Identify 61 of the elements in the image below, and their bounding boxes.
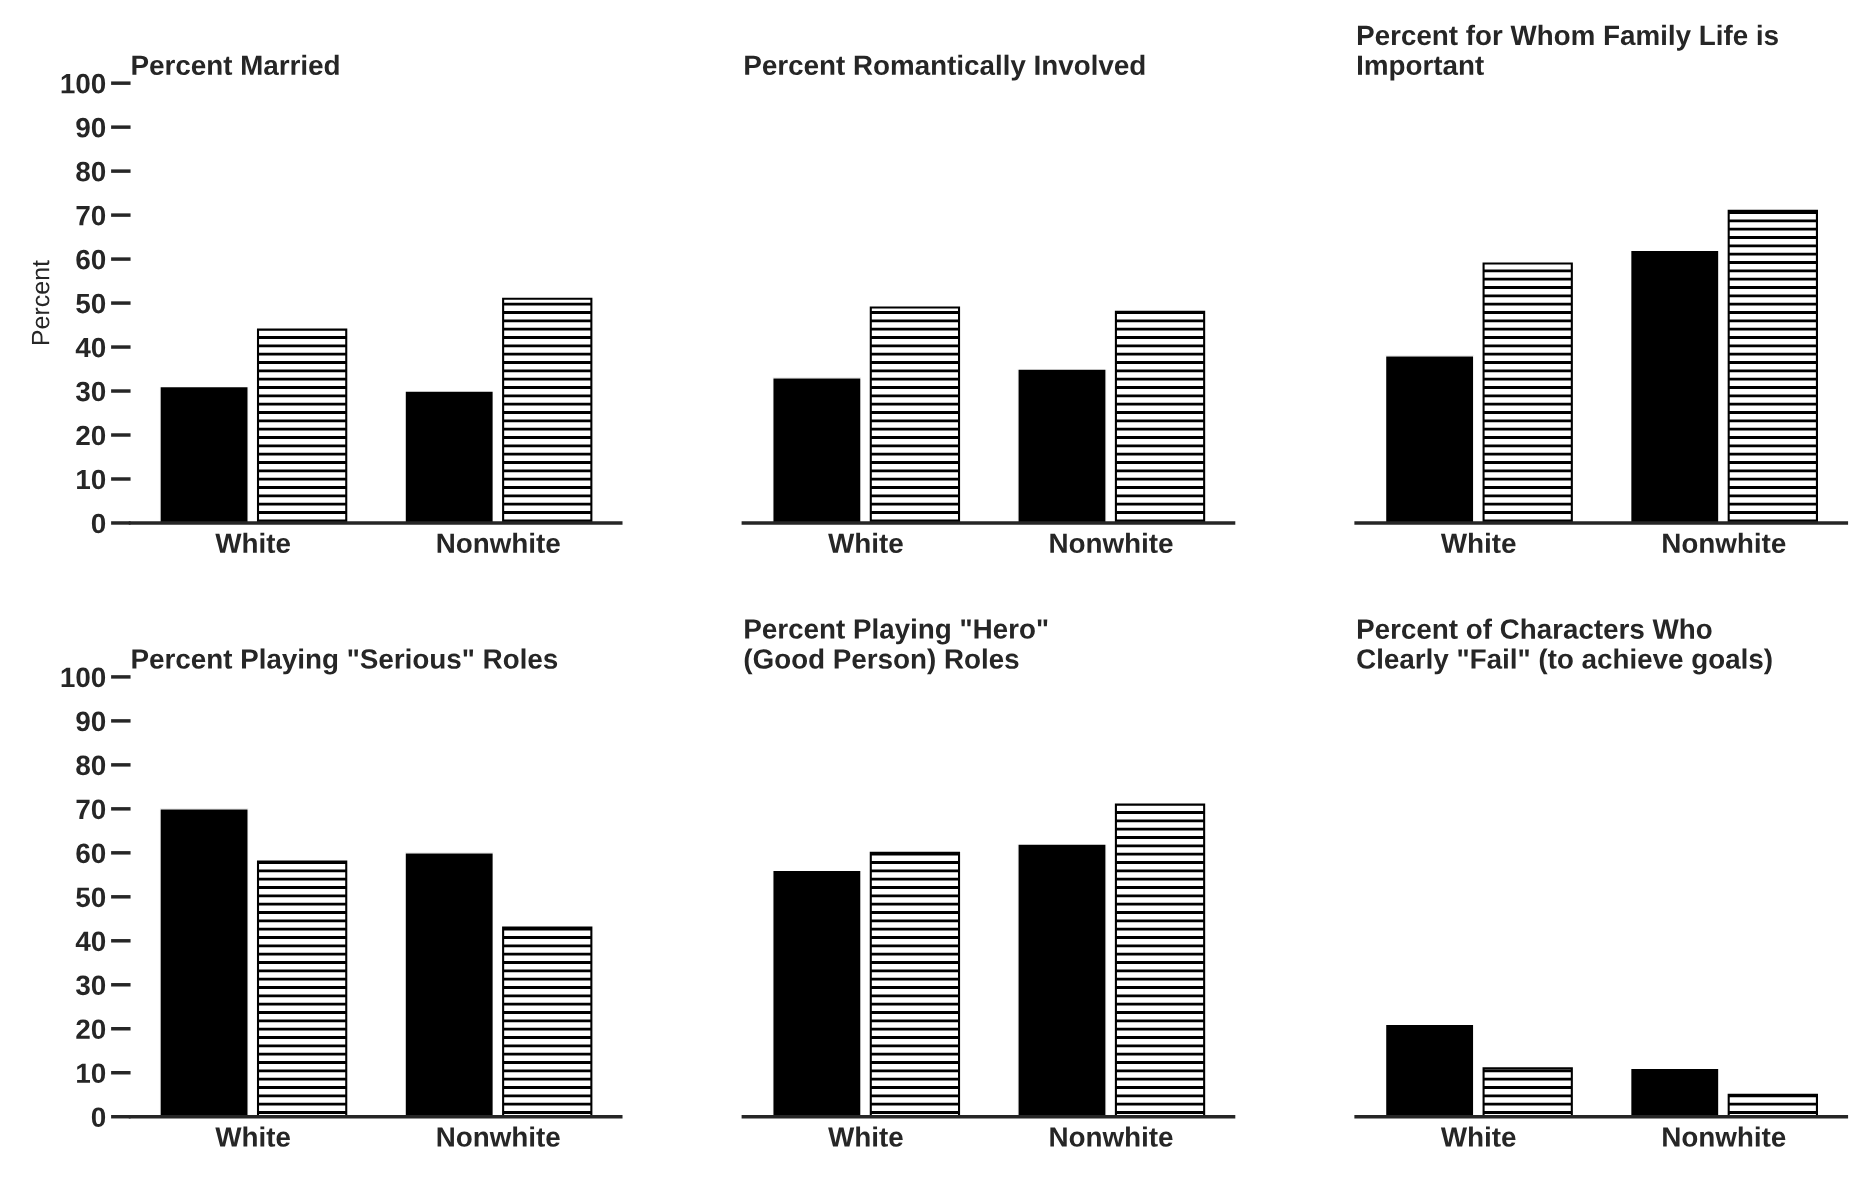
y-tick-label: 70 <box>76 205 106 226</box>
y-tick-label: 90 <box>76 711 106 732</box>
y-tick-label: 30 <box>75 381 106 402</box>
bar <box>1482 262 1573 523</box>
y-tick-label: 10 <box>77 1063 106 1084</box>
y-tick-label: 90 <box>76 117 106 138</box>
x-tick-label: White <box>1440 532 1516 554</box>
bar <box>256 860 348 1117</box>
y-tick-label: 70 <box>76 799 106 820</box>
y-tick-label: 50 <box>76 293 106 314</box>
x-tick-label: White <box>1440 1126 1516 1147</box>
chart-title: Percent Playing "Hero" (Good Person) Roles <box>744 618 1048 675</box>
chart-title: Percent Playing "Serious" Roles <box>132 648 558 675</box>
bar <box>159 808 249 1117</box>
y-tick-label: 50 <box>76 887 106 908</box>
y-axis-title: Percent <box>31 260 50 345</box>
y-tick-label: 40 <box>75 337 106 358</box>
bar <box>502 926 593 1117</box>
y-tick-label: 80 <box>76 755 106 776</box>
bar <box>1017 368 1107 523</box>
chart-title: Percent Romantically Involved <box>745 54 1145 81</box>
x-tick-label: Nonwhite <box>1663 1126 1786 1147</box>
bar <box>772 377 862 523</box>
y-tick-label: 20 <box>76 1019 106 1040</box>
bar <box>256 328 348 523</box>
chart-title: Percent for Whom Family Life is Important <box>1357 24 1778 81</box>
bar <box>1114 310 1206 523</box>
bar <box>869 851 961 1117</box>
bar <box>1629 249 1720 523</box>
bar <box>1017 843 1107 1117</box>
bar <box>869 306 961 523</box>
bar <box>159 385 249 523</box>
x-tick-label: White <box>215 1126 290 1147</box>
y-tick-label: 30 <box>75 975 106 996</box>
y-tick-label: 40 <box>75 931 106 952</box>
x-tick-label: Nonwhite <box>1050 532 1173 554</box>
y-tick-label: 60 <box>76 843 106 864</box>
x-tick-label: Nonwhite <box>437 532 560 554</box>
x-tick-label: White <box>828 1126 903 1147</box>
y-tick-label: 100 <box>61 73 106 94</box>
y-tick-label: 80 <box>76 161 106 182</box>
x-tick-label: Nonwhite <box>437 1126 560 1147</box>
y-tick-label: 100 <box>61 667 106 688</box>
chart-title: Percent of Characters Who Clearly "Fail" (to achieve goals) <box>1357 618 1772 675</box>
bar <box>1384 355 1475 523</box>
y-tick-label: 60 <box>76 249 106 270</box>
bar <box>404 390 495 523</box>
bar <box>1114 803 1206 1117</box>
x-tick-label: Nonwhite <box>1663 532 1786 554</box>
chart-title: Percent Married <box>132 54 339 76</box>
x-tick-label: White <box>215 532 290 554</box>
x-tick-label: Nonwhite <box>1050 1126 1173 1147</box>
y-tick-label: 10 <box>77 469 106 490</box>
bar <box>404 852 495 1117</box>
bar <box>502 297 593 523</box>
y-tick-label: 0 <box>91 1107 106 1128</box>
bar <box>1727 209 1818 523</box>
y-tick-label: 0 <box>91 513 106 534</box>
x-tick-label: White <box>828 532 903 554</box>
y-tick-label: 20 <box>76 425 106 446</box>
bar <box>772 869 862 1117</box>
